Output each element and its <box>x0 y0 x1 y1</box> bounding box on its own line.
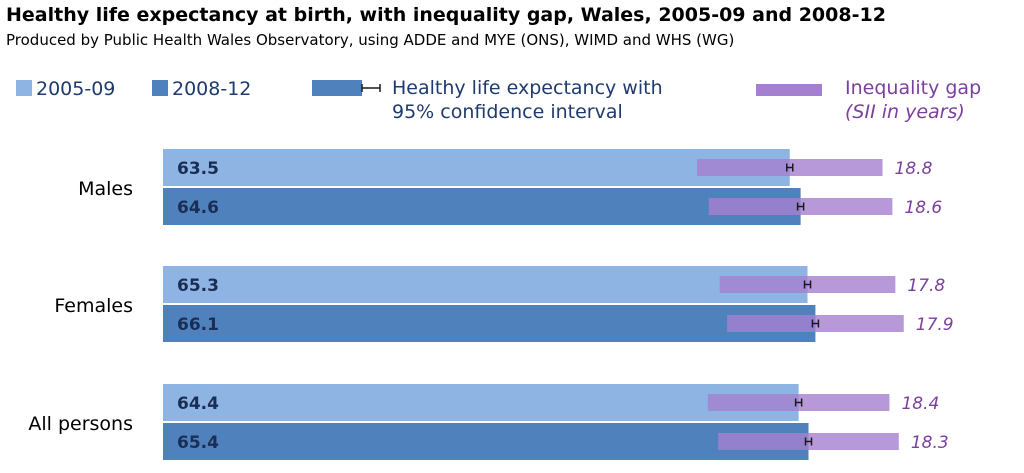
bar <box>163 266 808 303</box>
legend-ci-label-line2: 95% confidence interval <box>392 101 623 123</box>
legend-ci-whisker <box>361 84 381 92</box>
legend-ci-bar-swatch <box>312 80 362 96</box>
gap-value-label: 18.4 <box>901 394 939 414</box>
legend: 2005-09 2008-12 Healthy life expectancy … <box>16 77 981 123</box>
value-label: 63.5 <box>177 159 219 179</box>
legend-gap-label-line2: (SII in years) <box>845 101 965 123</box>
legend-label-2008-12: 2008-12 <box>172 78 251 100</box>
chart-title: Healthy life expectancy at birth, with i… <box>6 4 886 26</box>
gap-value-label: 17.9 <box>916 315 954 335</box>
gap-value-label: 17.8 <box>907 276 945 296</box>
value-label: 64.4 <box>177 394 219 414</box>
category-label: All persons <box>28 413 133 435</box>
plot-area: Males 63.5 18.8 64.6 18.6 Females 65.3 17.8 66.1… <box>28 149 954 460</box>
bar <box>163 305 816 342</box>
category-label: Males <box>78 178 133 200</box>
category-label: Females <box>54 295 133 317</box>
value-label: 65.3 <box>177 276 219 296</box>
legend-swatch-2008-12 <box>152 80 168 96</box>
value-label: 64.6 <box>177 198 219 218</box>
legend-gap-label-line1: Inequality gap <box>845 77 981 99</box>
value-label: 65.4 <box>177 433 219 453</box>
legend-gap-swatch <box>756 84 822 96</box>
gap-value-label: 18.3 <box>911 433 949 453</box>
chart-subtitle: Produced by Public Health Wales Observat… <box>6 31 735 49</box>
bar <box>163 423 809 460</box>
legend-swatch-2005-09 <box>16 80 32 96</box>
value-label: 66.1 <box>177 315 219 335</box>
gap-value-label: 18.6 <box>904 198 942 218</box>
legend-ci-label-line1: Healthy life expectancy with <box>392 77 663 99</box>
gap-value-label: 18.8 <box>895 159 933 179</box>
legend-label-2005-09: 2005-09 <box>36 78 115 100</box>
bar <box>163 188 801 225</box>
bar <box>163 149 790 186</box>
bar <box>163 384 799 421</box>
